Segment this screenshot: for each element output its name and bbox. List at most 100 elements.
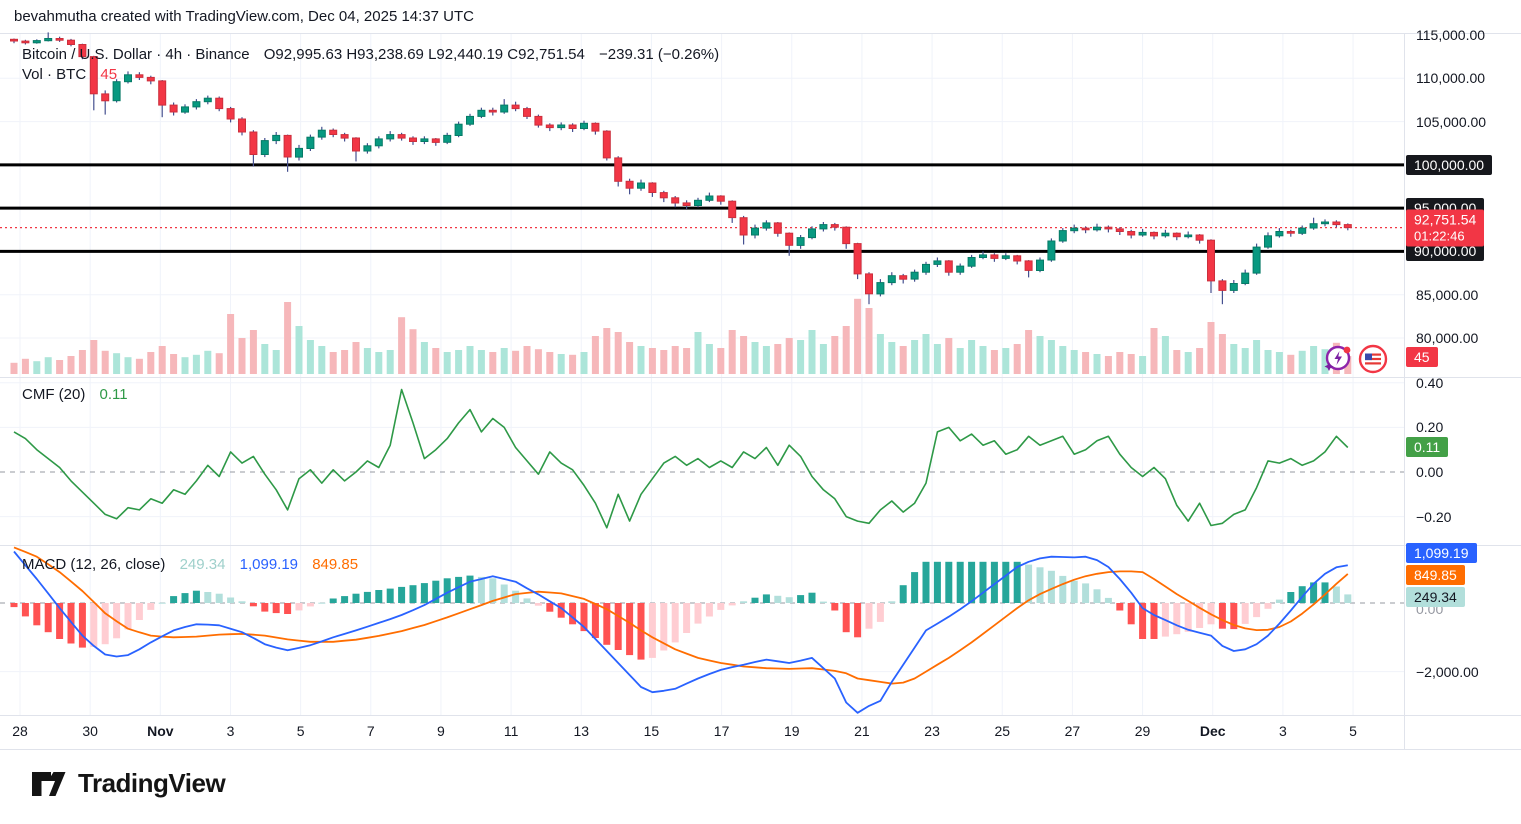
volume-bar: [990, 350, 998, 374]
volume-bar: [785, 338, 793, 374]
macd-hist-bar: [500, 584, 508, 603]
macd-signal-line: [13, 546, 1349, 685]
macd-hist-bar: [10, 603, 18, 608]
price-axis-label: 115,000.00: [1416, 27, 1486, 43]
volume-legend-label[interactable]: Vol · BTC: [22, 66, 87, 83]
candle: [135, 74, 144, 78]
time-axis-label: 9: [437, 723, 445, 739]
candle: [910, 271, 919, 280]
candle: [352, 137, 360, 152]
us-flag-event-icon[interactable]: [1358, 344, 1388, 374]
volume-bar: [614, 332, 622, 374]
macd-hist-bar: [1184, 603, 1192, 632]
volume-bar: [968, 340, 976, 374]
volume-bar: [831, 336, 839, 374]
candle: [1321, 221, 1329, 225]
volume-bar: [591, 336, 599, 374]
volume-bar: [1047, 340, 1055, 374]
candle: [1013, 255, 1022, 262]
candle: [1286, 231, 1295, 234]
time-axis-label: 29: [1134, 723, 1151, 739]
macd-hist-bar: [933, 561, 941, 603]
volume-value-box: 45: [1406, 347, 1438, 367]
cmf-legend-label[interactable]: CMF (20): [22, 386, 86, 403]
candle: [614, 157, 623, 182]
candle: [1115, 228, 1124, 232]
macd-hist-bar: [603, 603, 611, 645]
symbol-title[interactable]: Bitcoin / U.S. Dollar · 4h · Binance: [22, 46, 250, 63]
macd-hist-bar: [569, 603, 577, 625]
macd-hist-bar: [1150, 603, 1158, 639]
candle: [773, 222, 782, 234]
candle: [146, 76, 155, 82]
macd-hist-bar: [1047, 570, 1055, 603]
volume-bar: [1127, 354, 1135, 374]
countdown-timer: 01:22:46: [1414, 228, 1465, 244]
macd-hist-bar: [774, 595, 782, 603]
macd-hist-bar: [329, 598, 337, 603]
volume-bar: [181, 357, 189, 374]
candle: [659, 192, 668, 199]
volume-bar: [683, 348, 691, 374]
volume-bar: [1161, 336, 1169, 374]
volume-bar: [762, 346, 770, 374]
candle: [1275, 231, 1284, 237]
change-value: −239.31 (−0.26%): [599, 46, 720, 63]
macd-hist-bar: [33, 603, 41, 626]
macd-hist-bar: [728, 603, 736, 606]
macd-hist-bar: [557, 603, 565, 618]
volume-bar: [386, 350, 394, 374]
candle: [1024, 260, 1033, 271]
volume-bar: [1025, 330, 1033, 374]
candle: [899, 275, 908, 280]
macd-hist-bar: [363, 591, 371, 603]
candle: [751, 227, 759, 236]
macd-hist-bar: [534, 603, 542, 606]
candle: [488, 109, 497, 113]
time-axis-label: 30: [82, 723, 98, 739]
candle: [682, 202, 691, 206]
volume-bar: [67, 356, 75, 374]
cmf-axis-label: −0.20: [1416, 508, 1452, 525]
candle: [944, 260, 953, 273]
macd-hist-bar: [1002, 561, 1010, 603]
time-axis-label: 11: [503, 723, 519, 739]
macd-legend: MACD (12, 26, close) 249.34 1,099.19 849…: [22, 556, 358, 573]
flash-news-icon[interactable]: [1322, 342, 1354, 374]
macd-hist-bar: [671, 603, 679, 643]
volume-bar: [819, 344, 827, 374]
macd-legend-label[interactable]: MACD (12, 26, close): [22, 556, 166, 573]
candle: [1104, 226, 1113, 230]
candle: [762, 222, 771, 229]
candle: [1047, 240, 1056, 261]
candle: [1081, 227, 1090, 231]
candle: [181, 106, 189, 113]
candle: [409, 137, 417, 142]
cmf-axis-zero-label: 0.00: [1416, 464, 1444, 480]
volume-bar: [740, 336, 748, 374]
candle: [785, 232, 794, 246]
volume-bar: [979, 346, 987, 374]
volume-bar: [580, 352, 588, 374]
candle: [1093, 226, 1101, 231]
volume-bar: [10, 362, 18, 374]
time-axis-label: 5: [296, 723, 305, 739]
candle: [1058, 230, 1067, 242]
volume-bar: [113, 353, 121, 374]
candle: [865, 273, 873, 295]
macd-hist-bar: [135, 603, 143, 620]
tradingview-logo[interactable]: TradingView: [30, 768, 226, 799]
volume-bar: [1298, 350, 1306, 374]
macd-hist-bar: [78, 603, 86, 648]
macd-hist-bar: [819, 601, 827, 603]
volume-bar: [443, 352, 451, 374]
chart-canvas[interactable]: [0, 0, 1521, 760]
volume-bar: [420, 342, 428, 374]
candle: [534, 115, 543, 126]
candle: [1241, 272, 1250, 285]
macd-hist-bar: [831, 603, 839, 611]
volume-bar: [329, 352, 337, 374]
volume-bar: [626, 342, 634, 374]
ohlc-values: O92,995.63 H93,238.69 L92,440.19 C92,751…: [263, 46, 585, 63]
